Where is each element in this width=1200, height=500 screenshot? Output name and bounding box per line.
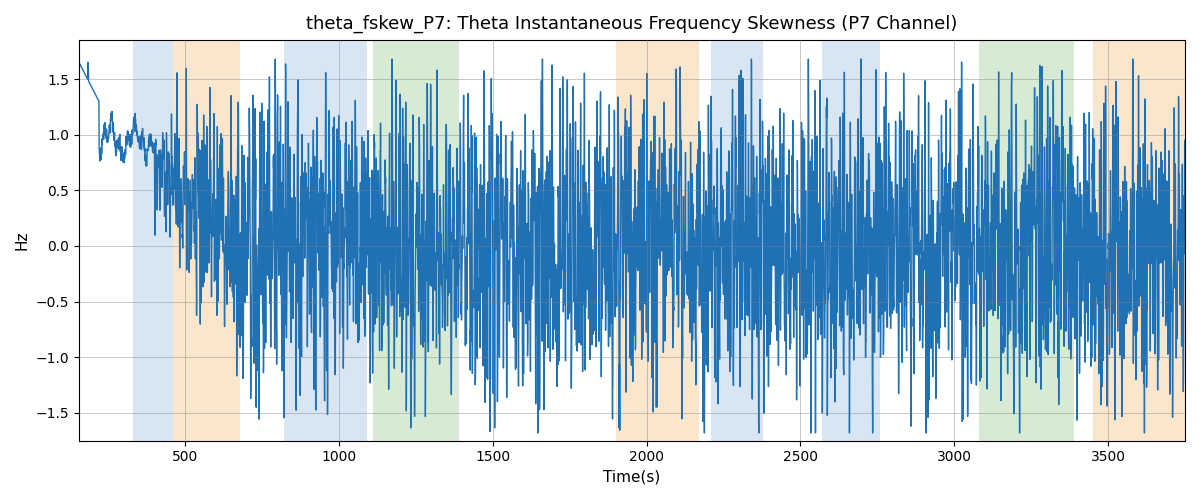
Bar	[979, 40, 1074, 440]
X-axis label: Time(s): Time(s)	[604, 470, 660, 485]
Title: theta_fskew_P7: Theta Instantaneous Frequency Skewness (P7 Channel): theta_fskew_P7: Theta Instantaneous Freq…	[306, 15, 958, 34]
Y-axis label: Hz: Hz	[14, 230, 30, 250]
Bar	[712, 40, 763, 440]
Bar	[1093, 40, 1186, 440]
Bar	[338, 40, 366, 440]
Bar	[283, 40, 338, 440]
Bar	[373, 40, 458, 440]
Bar	[616, 40, 698, 440]
Bar	[173, 40, 240, 440]
Bar	[822, 40, 881, 440]
Bar	[133, 40, 173, 440]
